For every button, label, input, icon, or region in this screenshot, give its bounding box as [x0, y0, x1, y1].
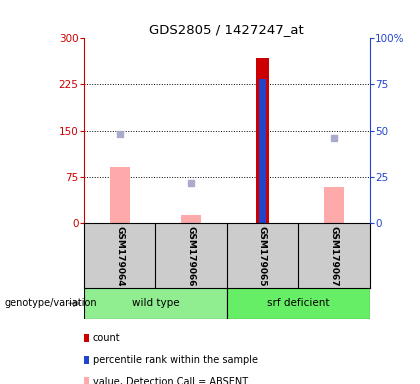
Text: count: count [93, 333, 121, 343]
Text: genotype/variation: genotype/variation [4, 298, 97, 308]
Text: GSM179067: GSM179067 [329, 226, 339, 286]
Text: GSM179066: GSM179066 [186, 226, 196, 286]
Bar [84, 288, 227, 319]
Bar [256, 58, 269, 223]
Bar [259, 79, 266, 223]
Text: GSM179065: GSM179065 [258, 226, 267, 286]
Text: percentile rank within the sample: percentile rank within the sample [93, 355, 258, 365]
Title: GDS2805 / 1427247_at: GDS2805 / 1427247_at [150, 23, 304, 36]
Text: value, Detection Call = ABSENT: value, Detection Call = ABSENT [93, 377, 248, 384]
Text: wild type: wild type [131, 298, 179, 308]
Text: srf deficient: srf deficient [267, 298, 329, 308]
Bar [324, 187, 344, 223]
Bar [181, 215, 201, 223]
Text: GSM179064: GSM179064 [115, 226, 124, 286]
Bar [110, 167, 130, 223]
Bar [227, 288, 370, 319]
